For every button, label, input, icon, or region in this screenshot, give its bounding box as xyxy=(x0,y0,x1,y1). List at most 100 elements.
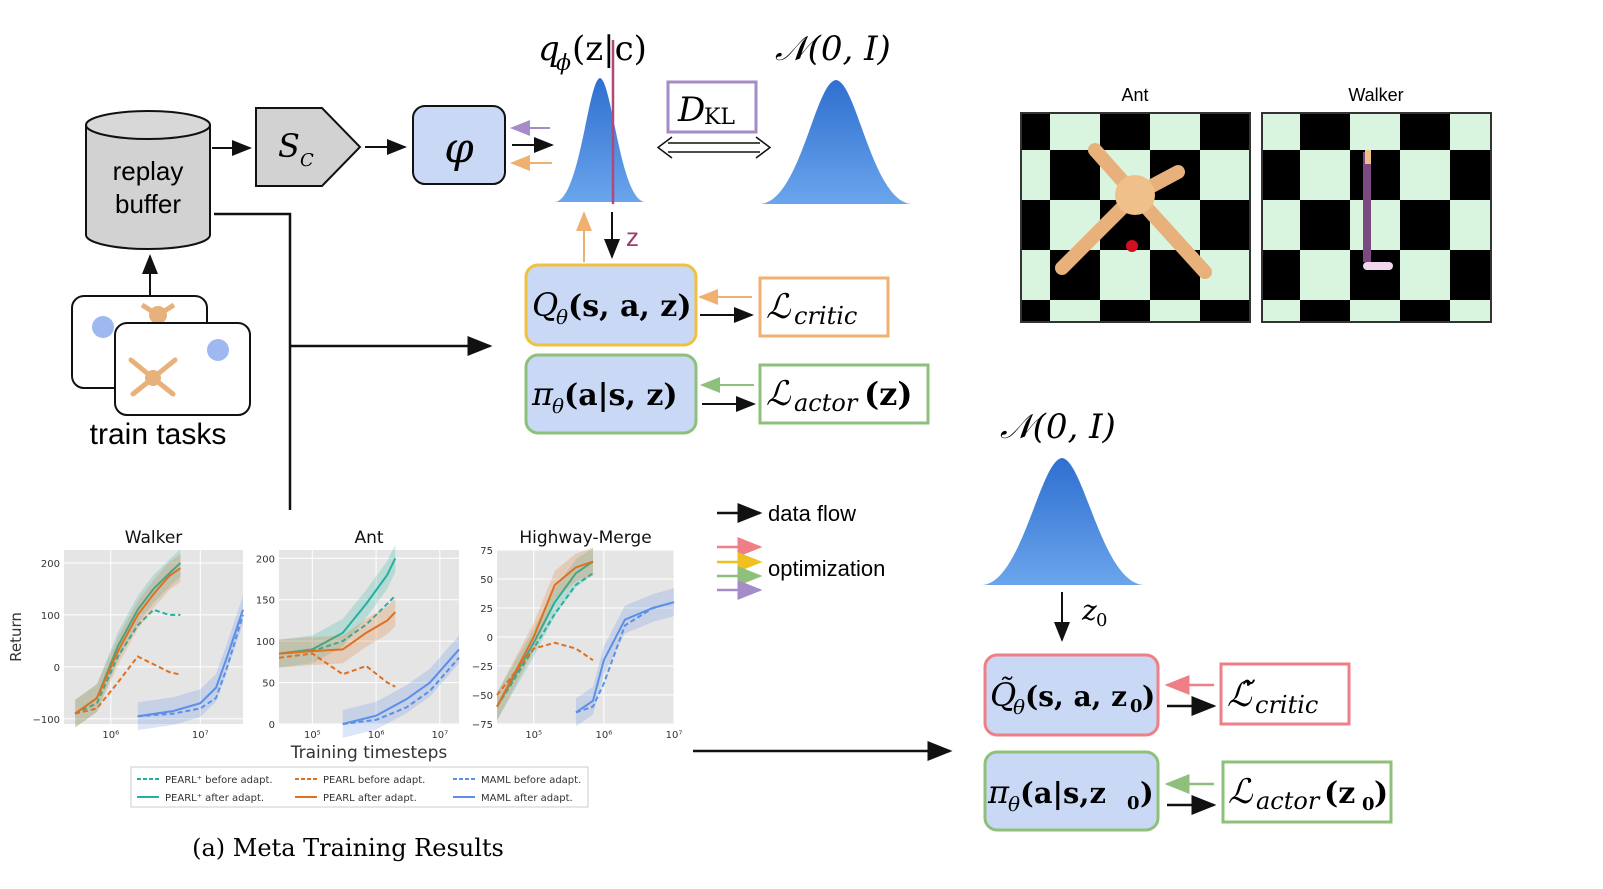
replay-buffer-label-2: buffer xyxy=(115,189,181,219)
y-tick-label: 50 xyxy=(480,575,493,586)
x-tick-label: 10⁷ xyxy=(192,730,209,741)
actor-loss-arg: (z) xyxy=(864,375,912,413)
y-tick-label: 0 xyxy=(487,633,493,644)
y-tick-label: −75 xyxy=(472,720,493,731)
policy-box: π θ (a|s, z) xyxy=(524,353,698,435)
meta-training-charts: −100 0 100 200 10⁶ 10⁷ Walker Return 0 50 100 150 20… xyxy=(7,528,682,763)
policy-args: (a|s, z) xyxy=(564,378,678,413)
ant-environment: Ant xyxy=(1020,85,1251,323)
chart-title: Ant xyxy=(354,528,383,548)
q2-theta: θ xyxy=(1013,695,1025,719)
plot-area xyxy=(279,550,459,724)
legend-label: PEARL before adapt. xyxy=(323,775,425,786)
series-line xyxy=(342,657,460,725)
series-band xyxy=(75,554,181,728)
policy2-args: (a|s,z xyxy=(1020,776,1106,810)
y-tick-label: 200 xyxy=(256,554,275,565)
legend-label: PEARL⁺ after adapt. xyxy=(165,793,264,804)
y-tick-label: −25 xyxy=(472,662,493,673)
ant-robot xyxy=(1055,143,1212,279)
kl-sub: KL xyxy=(704,105,735,130)
posterior-arg: (z|c) xyxy=(572,29,647,69)
series-band xyxy=(575,588,674,727)
actor2-loss-l: ℒ xyxy=(1228,772,1254,812)
posterior-phi: ϕ xyxy=(556,51,571,76)
legend-label: PEARL after adapt. xyxy=(323,793,417,804)
legend-label: MAML before adapt. xyxy=(481,775,581,786)
series-line xyxy=(496,560,594,708)
x-tick-label: 10⁶ xyxy=(102,730,119,741)
chart-legend: PEARL⁺ before adapt. PEARL before adapt. M… xyxy=(130,766,589,808)
x-tick-label: 10⁵ xyxy=(525,730,542,741)
series-band xyxy=(279,544,396,668)
figure-caption: (a) Meta Training Results xyxy=(192,834,504,862)
posterior-label: q ϕ (z|c) xyxy=(538,29,647,76)
critic-loss-sub: critic xyxy=(794,302,857,330)
q-function-box: Q θ (s, a, z) xyxy=(524,263,698,347)
series-line xyxy=(74,655,181,715)
encoder-node: φ xyxy=(412,105,506,185)
series-band xyxy=(497,547,593,721)
chart-title: Walker xyxy=(125,528,183,548)
policy-theta: θ xyxy=(552,394,564,418)
q-symbol: Q xyxy=(532,286,558,324)
y-tick-label: 25 xyxy=(480,604,493,615)
legend-label: MAML after adapt. xyxy=(481,793,573,804)
q2-args: (s, a, z xyxy=(1025,680,1127,713)
series-line xyxy=(575,601,675,714)
actor-loss-l: ℒ xyxy=(766,374,792,414)
series-line xyxy=(137,614,244,718)
actor2-loss-sub: actor xyxy=(1256,787,1321,815)
critic2-loss-box: ℒ̃ critic xyxy=(1219,662,1351,726)
actor2-loss-box: ℒ actor (z 0 ) xyxy=(1221,760,1393,824)
actor-loss-sub: actor xyxy=(794,389,859,417)
sampler-node: S C xyxy=(255,107,362,187)
critic2-loss-l: ℒ̃ xyxy=(1227,675,1255,715)
replay-buffer: replay buffer xyxy=(85,110,211,250)
walker-environment: Walker xyxy=(1261,85,1492,323)
y-tick-label: −50 xyxy=(472,691,493,702)
train-task-card-front xyxy=(114,322,251,416)
prior2-distribution xyxy=(982,458,1144,585)
prior-distribution xyxy=(760,80,912,204)
replay-buffer-label-1: replay xyxy=(113,156,184,186)
actor-loss-box: ℒ actor (z) xyxy=(758,363,930,425)
y-tick-label: 200 xyxy=(41,559,60,570)
series-band xyxy=(137,595,243,731)
q-args: (s, a, z) xyxy=(568,289,692,324)
actor2-loss-arg: (z xyxy=(1324,776,1355,811)
y-tick-label: 100 xyxy=(41,611,60,622)
actor2-loss-sub2: 0 xyxy=(1362,794,1375,815)
series-line xyxy=(137,609,244,718)
connector-buffer xyxy=(214,212,292,510)
series-line xyxy=(496,572,594,708)
series-band xyxy=(342,635,459,738)
y-tick-label: 100 xyxy=(256,637,275,648)
series-line xyxy=(575,601,675,714)
series-line xyxy=(74,567,182,715)
y-tick-label: −100 xyxy=(33,715,60,726)
series-line xyxy=(278,557,397,655)
kl-d: D xyxy=(677,90,705,130)
actor2-loss-close: ) xyxy=(1374,776,1388,811)
series-line xyxy=(278,611,396,655)
kl-divergence: D KL xyxy=(666,80,758,134)
series-line xyxy=(342,648,460,725)
q2-symbol: Q̃ xyxy=(990,676,1016,714)
policy-pi: π xyxy=(531,375,554,413)
y-tick-label: 150 xyxy=(256,596,275,607)
x-tick-label: 10⁵ xyxy=(304,730,321,741)
x-tick-label: 10⁶ xyxy=(595,730,612,741)
chart-title: Highway-Merge xyxy=(519,528,651,548)
kl-double-arrow xyxy=(656,136,772,159)
critic-loss-l: ℒ xyxy=(766,287,792,327)
y-tick-label: 0 xyxy=(54,663,60,674)
legend-label: PEARL⁺ before adapt. xyxy=(165,775,273,786)
train-tasks-label: train tasks xyxy=(90,418,227,451)
walker-robot xyxy=(1363,150,1393,270)
y-tick-label: 0 xyxy=(269,720,275,731)
policy2-pi: π xyxy=(987,773,1010,811)
policy2-sub: 0 xyxy=(1127,793,1140,814)
x-tick-label: 10⁷ xyxy=(666,730,683,741)
